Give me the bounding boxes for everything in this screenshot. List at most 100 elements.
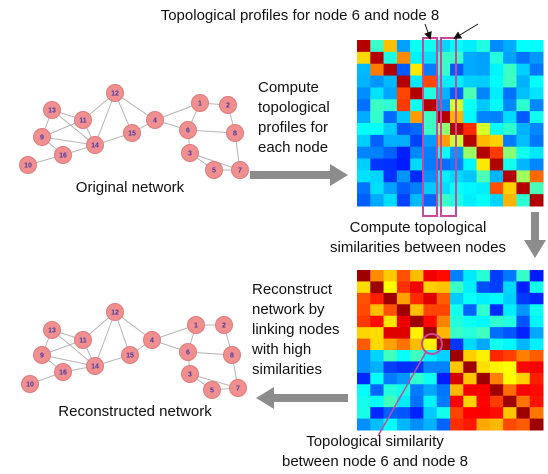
heat-cell: [529, 182, 544, 195]
heat-cell: [529, 111, 544, 124]
heat-cell: [503, 292, 517, 305]
node-label: 15: [128, 130, 136, 137]
profile-heatmap: [357, 40, 544, 207]
heat-cell: [476, 350, 491, 362]
heat-cell: [503, 182, 517, 195]
heat-cell: [436, 372, 451, 385]
heat-cell: [423, 51, 438, 65]
heat-cell: [383, 270, 398, 282]
node-label: 12: [111, 90, 119, 97]
heat-cell: [370, 338, 385, 351]
heat-cell: [463, 338, 478, 351]
heat-cell: [396, 63, 411, 77]
heat-cell: [436, 75, 451, 88]
heat-cell: [529, 361, 544, 374]
heat-cell: [450, 304, 464, 317]
heat-cell: [370, 407, 385, 420]
heat-cell: [489, 40, 504, 53]
heat-cell: [529, 123, 544, 136]
heat-cell: [357, 418, 371, 431]
heat-cell: [357, 338, 371, 351]
node-label: 5: [212, 167, 216, 174]
heat-cell: [463, 123, 478, 136]
heat-cell: [489, 418, 504, 431]
heat-cell: [410, 182, 424, 195]
heat-cell: [516, 146, 531, 160]
heat-cell: [529, 75, 544, 88]
heat-cell: [463, 111, 478, 124]
heat-cell: [450, 395, 464, 408]
heat-cell: [463, 315, 478, 328]
heat-cell: [357, 170, 371, 183]
heat-cell: [463, 182, 478, 195]
heat-cell: [463, 361, 478, 374]
heat-cell: [489, 395, 504, 408]
heat-cell: [436, 63, 451, 77]
heat-cell: [370, 134, 385, 148]
heat-cell: [516, 158, 531, 171]
heat-cell: [503, 315, 517, 328]
heat-cell: [396, 315, 411, 328]
heat-cell: [463, 51, 478, 65]
caption-line: similarities between nodes: [330, 239, 506, 256]
heat-cell: [476, 281, 491, 294]
heat-cell: [396, 407, 411, 420]
heat-cell: [503, 146, 517, 160]
heat-cell: [423, 395, 438, 408]
node-label: 7: [238, 167, 242, 174]
heat-cell: [370, 99, 385, 112]
node: [43, 321, 61, 339]
heat-cell: [357, 407, 371, 420]
heat-cell: [476, 270, 491, 282]
edge: [41, 354, 96, 367]
node-label: 2: [222, 322, 226, 329]
heat-cell: [423, 281, 438, 294]
heat-cell: [503, 372, 517, 385]
node-label: 4: [150, 337, 154, 344]
heat-cell: [529, 158, 544, 171]
heat-cell: [463, 158, 478, 171]
heat-cell: [436, 194, 451, 207]
heat-cell: [489, 270, 504, 282]
heat-cell: [463, 63, 478, 77]
heat-cell: [463, 194, 478, 207]
node-label: 11: [79, 117, 87, 124]
heat-cell: [489, 51, 504, 65]
heat-cell: [410, 372, 424, 385]
heat-cell: [370, 292, 385, 305]
heat-cell: [423, 372, 438, 385]
heat-cell: [436, 281, 451, 294]
node: [86, 357, 104, 375]
heat-cell: [463, 372, 478, 385]
heat-cell: [396, 123, 411, 136]
heat-cell: [450, 407, 464, 420]
heat-cell: [410, 99, 424, 112]
pointer: [424, 23, 432, 40]
heat-cell: [476, 99, 491, 112]
heat-cell: [516, 63, 531, 77]
heat-cell: [383, 384, 398, 397]
heat-cell: [370, 123, 385, 136]
heat-cell: [410, 75, 424, 88]
heat-cell: [450, 372, 464, 385]
heat-cell: [450, 384, 464, 397]
heat-cell: [503, 350, 517, 362]
caption-line: Topological similarity: [306, 433, 444, 450]
heat-cell: [410, 194, 424, 207]
heat-cell: [423, 87, 438, 100]
caption-line: network by: [252, 301, 325, 318]
heat-cell: [410, 170, 424, 183]
heat-cell: [489, 292, 504, 305]
node-label: 1: [194, 322, 198, 329]
heat-cell: [463, 146, 478, 160]
heat-cell: [476, 327, 491, 340]
heat-cell: [516, 281, 531, 294]
heat-cell: [370, 51, 385, 65]
heat-cell: [463, 170, 478, 183]
heat-cell: [396, 327, 411, 340]
node: [231, 161, 249, 179]
heat-cell: [436, 123, 451, 136]
caption-line: profiles for: [258, 119, 328, 136]
edge: [51, 109, 96, 146]
